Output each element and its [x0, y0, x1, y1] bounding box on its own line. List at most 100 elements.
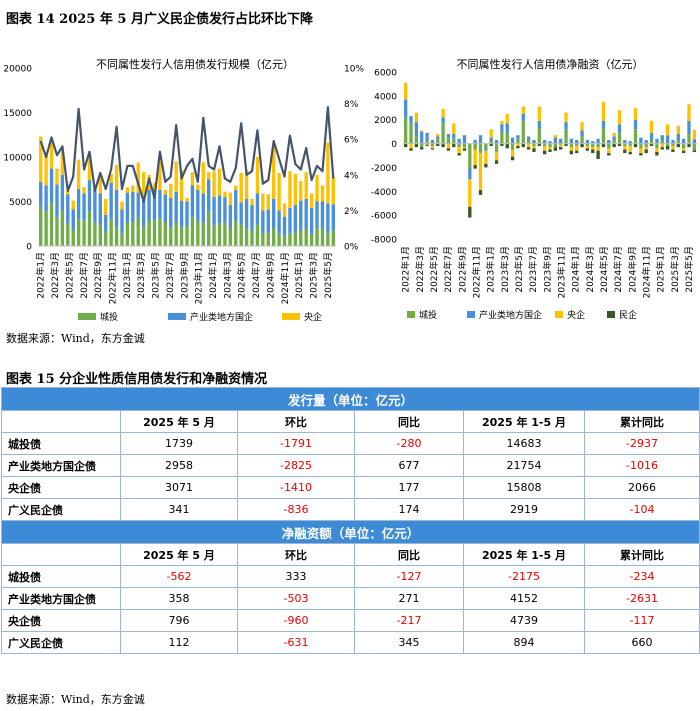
bar-1 — [277, 233, 281, 246]
bar-2 — [468, 168, 472, 180]
bar-3 — [441, 108, 445, 118]
bar-2 — [580, 130, 584, 137]
bar-4 — [617, 143, 622, 146]
column-header: 环比 — [237, 543, 355, 566]
bar-2 — [152, 189, 157, 221]
bar-2 — [196, 189, 200, 222]
bar-3 — [49, 138, 54, 169]
bar-2 — [644, 139, 648, 144]
table-cell: -960 — [237, 609, 355, 632]
bar-1 — [223, 222, 227, 246]
bar-2 — [239, 202, 243, 225]
bar-2 — [692, 139, 696, 144]
bar-4 — [655, 151, 659, 156]
bar-3 — [223, 191, 227, 198]
column-header: 同比 — [354, 410, 464, 433]
x-tick-label: 2024年7月 — [250, 252, 262, 299]
bar-1 — [526, 139, 531, 144]
bar-2 — [420, 131, 424, 144]
bar-3 — [553, 135, 558, 138]
bar-3 — [169, 183, 173, 198]
bar-3 — [516, 143, 520, 146]
bar-4 — [409, 148, 413, 151]
legend-swatch-3 — [555, 311, 563, 318]
bar-3 — [420, 130, 424, 132]
table-cell: 271 — [354, 587, 464, 610]
bar-1 — [655, 143, 659, 149]
bar-1 — [639, 143, 643, 149]
x-tick-label: 2024年5月 — [236, 252, 248, 299]
bar-1 — [174, 221, 178, 246]
table-cell: -562 — [120, 565, 238, 588]
bar-3 — [569, 147, 574, 151]
bar-2 — [66, 194, 70, 224]
x-tick-label: 2023年1月 — [485, 246, 497, 293]
bar-3 — [591, 147, 595, 150]
chart-title: 不同属性发行人信用债发行规模（亿元） — [96, 57, 294, 71]
legend-swatch-2 — [467, 311, 475, 318]
bar-1 — [185, 226, 189, 246]
table-cell: 2958 — [120, 454, 238, 477]
bar-3 — [692, 129, 696, 140]
x-tick-label: 2023年9月 — [178, 252, 190, 299]
bar-2 — [473, 139, 477, 144]
x-tick-label: 2023年7月 — [164, 252, 176, 299]
x-tick-label: 2022年5月 — [63, 252, 75, 299]
bar-3 — [212, 171, 216, 198]
x-tick-label: 2023年5月 — [513, 246, 525, 293]
bar-3 — [526, 143, 531, 148]
bar-2 — [49, 168, 54, 204]
bar-3 — [201, 162, 205, 194]
bar-2 — [681, 138, 686, 144]
bar-3 — [174, 161, 178, 192]
bar-2 — [131, 191, 135, 222]
y-tick-label: 10000 — [3, 154, 32, 164]
bar-2 — [494, 139, 499, 144]
bar-3 — [478, 153, 483, 191]
bar-2 — [201, 193, 205, 223]
table-cell: 4152 — [463, 587, 585, 610]
bar-1 — [266, 232, 270, 246]
y2-tick-label: 8% — [344, 100, 359, 110]
bar-1 — [489, 141, 493, 144]
bar-1 — [206, 212, 211, 246]
row-label: 央企债 — [1, 609, 121, 632]
x-tick-label: 2024年9月 — [264, 252, 276, 299]
bar-3 — [87, 153, 92, 181]
bar-3 — [315, 174, 319, 202]
bar-1 — [414, 136, 419, 144]
bar-3 — [548, 147, 552, 150]
table-cell: 14683 — [463, 432, 585, 455]
bar-2 — [206, 179, 211, 213]
bar-3 — [585, 145, 590, 149]
bar-4 — [446, 148, 451, 151]
y2-tick-label: 2% — [344, 207, 359, 217]
column-header: 2025 年 1-5 月 — [463, 543, 585, 566]
bar-1 — [553, 143, 558, 148]
bar-3 — [299, 181, 303, 201]
bar-2 — [665, 135, 670, 144]
bar-3 — [564, 112, 568, 123]
table-cell: 358 — [120, 587, 238, 610]
bar-4 — [676, 143, 680, 148]
bar-4 — [473, 165, 477, 169]
bar-3 — [76, 159, 81, 190]
bar-2 — [591, 141, 595, 144]
x-tick-label: 2022年11月 — [107, 252, 119, 304]
bar-2 — [564, 122, 568, 130]
x-tick-label: 2023年7月 — [527, 246, 539, 293]
bar-1 — [494, 143, 499, 152]
bar-2 — [569, 138, 574, 144]
bar-1 — [665, 143, 670, 146]
bar-2 — [404, 99, 408, 118]
bar-4 — [468, 206, 472, 218]
bar-2 — [601, 120, 606, 129]
legend-swatch-2 — [168, 313, 186, 320]
table-cell: -1791 — [237, 432, 355, 455]
bar-4 — [660, 147, 664, 150]
legend-label-2: 产业类地方国企 — [479, 309, 542, 321]
legend-swatch-3 — [282, 313, 300, 320]
bar-4 — [521, 143, 525, 148]
legend-label-4: 民企 — [619, 309, 637, 321]
x-tick-label: 2024年9月 — [626, 246, 638, 293]
